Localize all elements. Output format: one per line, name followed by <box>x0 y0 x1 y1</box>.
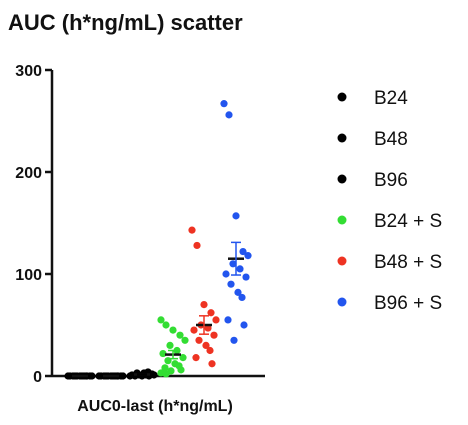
legend-marker <box>337 174 347 184</box>
legend-label: B24 <box>374 88 408 109</box>
data-point <box>97 372 105 380</box>
legend: B24 B48 B96 B24 + S B48 + S B96 + S <box>337 88 442 314</box>
x-axis-label: AUC0-last (h*ng/mL) <box>77 398 233 415</box>
data-point <box>179 354 187 362</box>
data-point <box>169 326 177 334</box>
legend-label: B96 + S <box>374 293 442 314</box>
data-point <box>66 372 74 380</box>
y-tick-label: 300 <box>15 63 42 80</box>
data-point <box>157 316 165 324</box>
mean-error-bars <box>72 241 244 378</box>
data-point <box>220 100 228 108</box>
data-point <box>206 346 214 355</box>
data-point <box>195 336 203 344</box>
data-point <box>242 273 250 281</box>
data-point <box>229 260 237 268</box>
data-point <box>225 111 233 119</box>
data-point <box>161 364 169 372</box>
legend-marker <box>337 297 347 307</box>
data-point <box>222 270 230 278</box>
data-point <box>192 354 200 362</box>
y-tick-label: 100 <box>15 267 42 284</box>
data-point <box>224 316 232 324</box>
data-point <box>227 280 235 288</box>
data-point <box>177 366 185 374</box>
data-point <box>200 301 208 309</box>
data-point <box>238 293 246 302</box>
data-point <box>193 241 201 250</box>
data-point <box>204 324 212 332</box>
data-point <box>230 336 238 344</box>
data-point <box>240 321 248 329</box>
data-point <box>208 360 216 368</box>
data-point <box>207 309 215 317</box>
data-point <box>188 226 196 234</box>
data-point <box>162 321 170 329</box>
data-point <box>202 341 210 349</box>
data-point <box>236 265 244 273</box>
y-tick-label: 200 <box>15 165 42 182</box>
chart-title: AUC (h*ng/mL) scatter <box>8 10 243 35</box>
data-point <box>166 341 174 349</box>
legend-label: B48 + S <box>374 252 442 273</box>
y-axis: 0 100 200 300 <box>15 63 54 386</box>
data-point <box>232 212 240 220</box>
data-point <box>181 336 189 344</box>
legend-marker <box>337 92 347 102</box>
legend-marker <box>337 133 347 143</box>
data-point <box>162 370 170 378</box>
legend-marker <box>337 215 347 225</box>
data-point <box>159 349 167 358</box>
data-points <box>64 100 252 380</box>
legend-label: B24 + S <box>374 211 442 232</box>
legend-label: B96 <box>374 170 408 191</box>
data-point <box>239 247 247 256</box>
legend-label: B48 <box>374 129 408 150</box>
y-tick-label: 0 <box>33 369 42 386</box>
data-point <box>234 288 242 296</box>
legend-marker <box>337 256 347 266</box>
data-point <box>176 331 184 339</box>
data-point <box>210 331 218 339</box>
data-point <box>190 326 198 334</box>
data-point <box>244 252 252 260</box>
data-point <box>212 316 220 324</box>
